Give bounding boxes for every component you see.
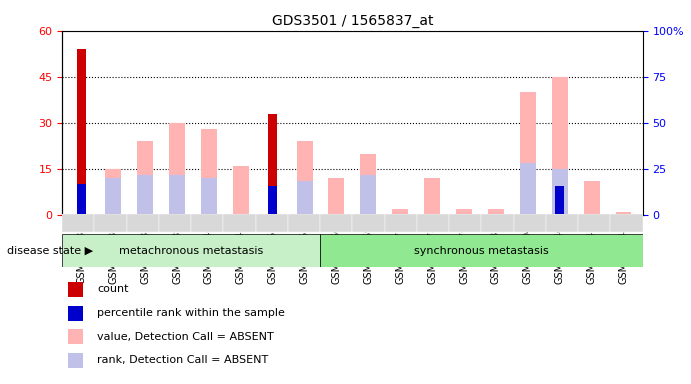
Bar (320, 214, 352, 232)
Bar (201, 178, 217, 215)
Bar (610, 214, 643, 232)
Bar (488, 209, 504, 215)
Bar (551, 169, 568, 215)
Bar (169, 175, 185, 215)
Bar (482, 214, 513, 232)
Bar (233, 166, 249, 215)
Bar (320, 234, 643, 267)
Bar (126, 214, 159, 232)
Bar (137, 175, 153, 215)
Bar (77, 184, 86, 215)
Bar (68, 306, 82, 321)
Bar (361, 175, 377, 215)
Text: metachronous metastasis: metachronous metastasis (119, 245, 263, 256)
Bar (328, 178, 344, 215)
Bar (223, 214, 256, 232)
Bar (352, 214, 385, 232)
Bar (68, 329, 82, 344)
Bar (296, 141, 312, 215)
Bar (513, 214, 546, 232)
Bar (616, 212, 632, 215)
Bar (584, 181, 600, 215)
Bar (68, 282, 82, 297)
Bar (456, 209, 472, 215)
Text: disease state ▶: disease state ▶ (7, 245, 93, 255)
Bar (520, 163, 536, 215)
Bar (268, 114, 277, 215)
Bar (105, 178, 121, 215)
Bar (201, 129, 217, 215)
Bar (551, 77, 568, 215)
Bar (424, 178, 440, 215)
Bar (159, 214, 191, 232)
Bar (449, 214, 482, 232)
Bar (77, 49, 86, 215)
Text: value, Detection Call = ABSENT: value, Detection Call = ABSENT (97, 332, 274, 342)
Bar (137, 141, 153, 215)
Title: GDS3501 / 1565837_at: GDS3501 / 1565837_at (272, 14, 433, 28)
Bar (417, 214, 449, 232)
Bar (105, 169, 121, 215)
Bar (62, 234, 320, 267)
Bar (68, 353, 82, 368)
Bar (169, 123, 185, 215)
Bar (361, 154, 377, 215)
Bar (392, 209, 408, 215)
Bar (288, 214, 320, 232)
Bar (546, 214, 578, 232)
Bar (62, 214, 95, 232)
Bar (520, 92, 536, 215)
Bar (191, 214, 223, 232)
Bar (95, 214, 126, 232)
Bar (385, 214, 417, 232)
Bar (268, 185, 277, 215)
Text: synchronous metastasis: synchronous metastasis (414, 245, 549, 256)
Text: count: count (97, 285, 129, 295)
Bar (256, 214, 288, 232)
Bar (556, 185, 564, 215)
Bar (578, 214, 610, 232)
Text: percentile rank within the sample: percentile rank within the sample (97, 308, 285, 318)
Text: rank, Detection Call = ABSENT: rank, Detection Call = ABSENT (97, 355, 268, 365)
Bar (296, 181, 312, 215)
